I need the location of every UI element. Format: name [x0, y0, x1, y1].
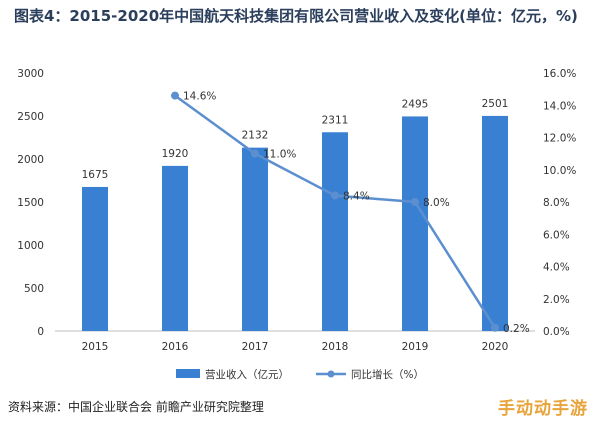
- y-left-tick-label: 500: [24, 283, 44, 295]
- bar: [482, 115, 508, 331]
- y-left-tick-label: 1000: [17, 240, 44, 252]
- legend-label-bar: 营业收入（亿元）: [205, 368, 289, 381]
- growth-point: [491, 323, 499, 332]
- bar-value-label: 1675: [82, 169, 109, 181]
- growth-value-label: 14.6%: [183, 91, 216, 103]
- x-tick-label: 2020: [482, 341, 509, 353]
- x-tick-label: 2015: [82, 341, 109, 353]
- bar-value-label: 1920: [162, 148, 189, 160]
- bar: [82, 186, 108, 331]
- y-right-tick-label: 10.0%: [543, 165, 576, 177]
- chart-title: 图表4：2015-2020年中国航天科技集团有限公司营业收入及变化(单位：亿元，…: [14, 7, 578, 25]
- bars-group: 1675 1920 2132 2311 2495 2501: [82, 98, 509, 332]
- bar-value-label: 2132: [242, 130, 269, 142]
- axes-group: 0 500 1000 1500 2000 2500 3000 0.0% 2.0% 4.0% 6.0%…: [17, 68, 576, 353]
- y-right-tick-label: 8.0%: [543, 197, 570, 209]
- y-right-tick-label: 12.0%: [543, 133, 576, 145]
- bar: [162, 165, 188, 331]
- y-left-tick-label: 0: [37, 326, 44, 338]
- y-right-tick-label: 6.0%: [543, 229, 570, 241]
- growth-value-label: 0.2%: [503, 323, 530, 335]
- legend-label-line: 同比增长（%）: [351, 368, 424, 381]
- y-right-tick-label: 14.0%: [543, 100, 576, 112]
- growth-point: [331, 191, 339, 200]
- y-right-tick-label: 0.0%: [543, 326, 570, 338]
- y-left-tick-label: 2500: [17, 111, 44, 123]
- y-left-tick-label: 1500: [17, 197, 44, 209]
- legend-swatch-marker: [327, 370, 335, 378]
- bar-value-label: 2501: [482, 98, 509, 110]
- bar-value-label: 2311: [322, 114, 349, 126]
- x-tick-label: 2019: [402, 341, 429, 353]
- growth-value-label: 8.0%: [423, 197, 450, 209]
- legend-group: 营业收入（亿元） 同比增长（%）: [176, 368, 424, 381]
- line-group: 14.6% 11.0% 8.4% 8.0% 0.2%: [171, 91, 530, 335]
- legend-swatch-bar: [176, 369, 200, 378]
- y-right-tick-label: 2.0%: [543, 294, 570, 306]
- growth-value-label: 11.0%: [263, 149, 296, 161]
- growth-point: [171, 91, 179, 100]
- growth-point: [251, 149, 259, 158]
- y-right-tick-label: 4.0%: [543, 262, 570, 274]
- bar-value-label: 2495: [402, 98, 429, 110]
- y-left-tick-label: 2000: [17, 154, 44, 166]
- bar: [242, 147, 268, 331]
- growth-point: [411, 198, 419, 206]
- x-tick-label: 2017: [242, 341, 269, 353]
- source-note: 资料来源：中国企业联合会 前瞻产业研究院整理: [8, 400, 264, 414]
- x-tick-label: 2016: [162, 341, 189, 353]
- bar: [402, 116, 428, 332]
- x-tick-label: 2018: [322, 341, 349, 353]
- corner-watermark-text: 手动动手游: [498, 399, 588, 419]
- y-right-tick-label: 16.0%: [543, 68, 576, 80]
- bar: [322, 132, 348, 331]
- y-left-tick-label: 3000: [17, 68, 44, 80]
- growth-value-label: 8.4%: [343, 191, 370, 203]
